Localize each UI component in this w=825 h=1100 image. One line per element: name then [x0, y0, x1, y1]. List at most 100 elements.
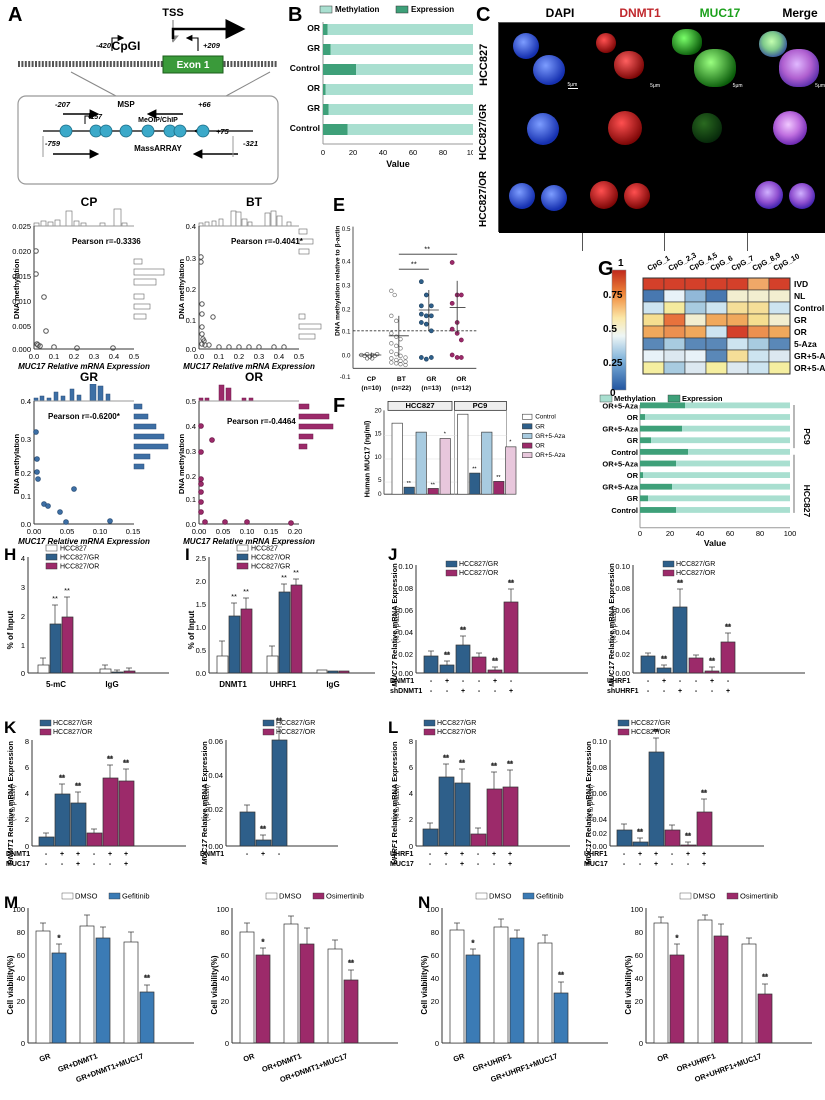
svg-text:0.0: 0.0: [194, 352, 204, 361]
svg-text:OR: OR: [456, 376, 466, 383]
svg-text:0.2: 0.2: [69, 352, 79, 361]
svg-text:4: 4: [21, 554, 25, 563]
svg-text:-: -: [429, 861, 432, 868]
svg-text:-: -: [510, 678, 513, 685]
svg-text:*: *: [58, 933, 61, 942]
svg-text:-: -: [623, 851, 626, 858]
svg-text:20: 20: [635, 997, 643, 1006]
svg-text:60: 60: [635, 951, 643, 960]
svg-text:Exon 1: Exon 1: [177, 60, 210, 71]
svg-text:NL: NL: [794, 291, 805, 301]
svg-text:0.5: 0.5: [186, 397, 196, 406]
svg-text:**: **: [281, 573, 287, 582]
svg-text:GR: GR: [535, 423, 545, 430]
svg-text:0.2: 0.2: [186, 285, 196, 294]
svg-text:0.5: 0.5: [196, 646, 206, 655]
svg-text:HCC827/GR: HCC827/GR: [631, 720, 670, 727]
svg-text:-157: -157: [88, 114, 103, 121]
svg-text:GR+5-Aza: GR+5-Aza: [602, 483, 638, 492]
svg-text:MeOIP/ChIP: MeOIP/ChIP: [138, 117, 178, 124]
svg-text:-: -: [711, 688, 714, 695]
svg-text:-: -: [647, 688, 650, 695]
svg-text:0.2: 0.2: [186, 472, 196, 481]
svg-text:0.06: 0.06: [615, 606, 630, 615]
svg-text:UHRF1: UHRF1: [270, 680, 297, 689]
svg-text:HCC827/GR: HCC827/GR: [60, 555, 99, 562]
svg-text:MSP: MSP: [117, 100, 135, 109]
svg-text:DNMT1: DNMT1: [219, 680, 247, 689]
svg-text:0.0: 0.0: [29, 352, 39, 361]
svg-text:DMSO: DMSO: [279, 892, 302, 901]
svg-text:Pearson r=-0.4464: Pearson r=-0.4464: [227, 417, 296, 426]
svg-text:0.1: 0.1: [214, 352, 224, 361]
svg-text:CP: CP: [367, 376, 377, 383]
svg-text:0: 0: [25, 842, 29, 851]
svg-text:0.10: 0.10: [240, 527, 255, 536]
svg-text:OR: OR: [535, 442, 545, 449]
svg-text:IgG: IgG: [105, 680, 118, 689]
svg-text:Methylation: Methylation: [335, 5, 380, 14]
svg-text:GR: GR: [307, 103, 320, 113]
svg-text:-: -: [109, 861, 112, 868]
svg-text:1.0: 1.0: [196, 623, 206, 632]
svg-text:OR: OR: [627, 471, 639, 480]
svg-text:0.25: 0.25: [603, 358, 623, 369]
svg-text:80: 80: [431, 928, 439, 937]
svg-text:+: +: [654, 861, 658, 868]
svg-text:TSS: TSS: [162, 7, 183, 19]
svg-text:**: **: [431, 483, 436, 489]
svg-text:CpGI: CpGI: [112, 39, 141, 53]
svg-text:6: 6: [409, 763, 413, 772]
svg-text:0.00: 0.00: [208, 842, 223, 851]
svg-text:-: -: [478, 678, 481, 685]
svg-text:+: +: [460, 861, 464, 868]
svg-text:2.5: 2.5: [196, 554, 206, 563]
svg-text:*: *: [676, 933, 679, 942]
svg-text:-207: -207: [55, 100, 71, 109]
svg-text:HCC827/GR: HCC827/GR: [251, 564, 290, 571]
svg-text:-: -: [478, 688, 481, 695]
svg-text:2: 2: [21, 612, 25, 621]
svg-text:MUC17: MUC17: [6, 861, 30, 868]
svg-text:DNA methylation relative to β-: DNA methylation relative to β-actin: [335, 226, 342, 336]
svg-text:+: +: [662, 678, 666, 685]
svg-text:-: -: [430, 678, 433, 685]
svg-text:+66: +66: [198, 100, 212, 109]
svg-text:0.02: 0.02: [398, 650, 413, 659]
svg-text:+: +: [60, 851, 64, 858]
svg-text:+: +: [461, 688, 465, 695]
svg-text:0.0: 0.0: [196, 669, 206, 678]
svg-text:6: 6: [25, 763, 29, 772]
svg-text:100: 100: [630, 905, 643, 914]
svg-text:HCC827: HCC827: [251, 546, 278, 553]
svg-text:(n=12): (n=12): [451, 385, 471, 392]
svg-text:IgG: IgG: [326, 680, 339, 689]
svg-text:HCC827/OR: HCC827/OR: [276, 729, 315, 736]
svg-text:IVD: IVD: [794, 279, 808, 289]
svg-text:OR+5-Aza: OR+5-Aza: [602, 459, 638, 468]
svg-text:shUHRF1: shUHRF1: [607, 688, 639, 695]
svg-text:**: **: [411, 260, 417, 269]
svg-text:4: 4: [409, 789, 413, 798]
svg-text:DNA methylation: DNA methylation: [179, 259, 186, 320]
svg-text:0.5: 0.5: [294, 352, 304, 361]
svg-text:10: 10: [374, 454, 382, 461]
svg-text:HCC827/GR: HCC827/GR: [53, 720, 92, 727]
svg-text:**: **: [75, 781, 81, 790]
svg-text:0.3: 0.3: [342, 283, 351, 290]
svg-text:MUC17: MUC17: [390, 861, 414, 868]
svg-text:0.5: 0.5: [603, 324, 617, 335]
svg-text:MUC17: MUC17: [584, 861, 608, 868]
svg-text:DNA methylation: DNA methylation: [14, 434, 21, 495]
svg-text:UHRF1: UHRF1: [584, 851, 607, 858]
svg-text:0.05: 0.05: [60, 527, 75, 536]
svg-text:40: 40: [221, 974, 229, 983]
svg-text:0.08: 0.08: [398, 584, 413, 593]
svg-text:GR+5-Aza: GR+5-Aza: [794, 351, 825, 361]
svg-text:**: **: [444, 650, 450, 659]
svg-text:0.3: 0.3: [254, 352, 264, 361]
svg-text:% of Input: % of Input: [6, 610, 15, 649]
svg-text:**: **: [64, 586, 70, 595]
svg-text:+: +: [261, 851, 265, 858]
svg-text:Pearson r=-0.6200*: Pearson r=-0.6200*: [48, 412, 121, 421]
